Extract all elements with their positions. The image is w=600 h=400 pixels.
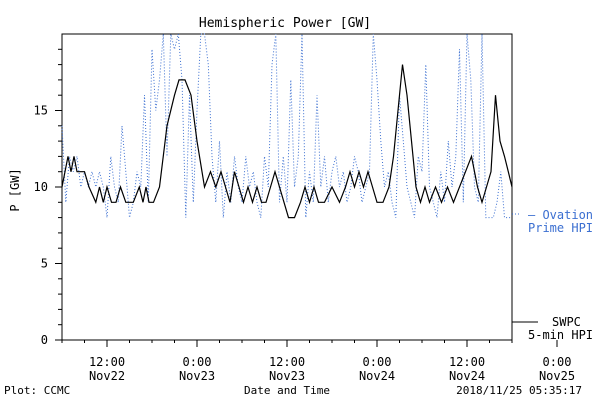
ovation-prime-hpi-line	[61, 33, 512, 219]
swpc-legend-line2: 5-min HPI	[528, 328, 593, 342]
y-axis-label: P [GW]	[8, 168, 22, 211]
y-tick-label: 15	[34, 104, 48, 118]
swpc-legend-line1: SWPC	[552, 315, 581, 329]
ovation-legend-line2: Prime HPI	[528, 221, 593, 235]
plot-credit: Plot: CCMC	[4, 384, 70, 397]
x-tick-label-date: Nov23	[269, 369, 305, 383]
plot-timestamp: 2018/11/25 05:35:17	[456, 384, 582, 397]
x-tick-label-time: 0:00	[543, 355, 572, 369]
y-tick-label: 5	[41, 257, 48, 271]
chart-title: Hemispheric Power [GW]	[199, 16, 371, 31]
x-tick-label-date: Nov22	[89, 369, 125, 383]
x-tick-label-date: Nov25	[539, 369, 575, 383]
x-tick-label-date: Nov24	[449, 369, 485, 383]
x-axis-label: Date and Time	[244, 384, 330, 397]
y-axis: 0 5 10 15	[34, 48, 62, 347]
x-tick-label-time: 0:00	[363, 355, 392, 369]
ovation-legend-line1: — Ovation	[528, 208, 593, 222]
x-tick-label-time: 12:00	[89, 355, 125, 369]
y-tick-label: 10	[34, 180, 48, 194]
x-axis: 12:00Nov220:00Nov2312:00Nov230:00Nov2412…	[61, 340, 575, 383]
series-layer	[61, 33, 513, 219]
x-tick-label-date: Nov23	[179, 369, 215, 383]
y-tick-label: 0	[41, 333, 48, 347]
x-tick-label-time: 12:00	[269, 355, 305, 369]
x-tick-label-time: 12:00	[449, 355, 485, 369]
swpc-hpi-line	[61, 64, 513, 219]
x-tick-label-time: 0:00	[183, 355, 212, 369]
x-tick-label-date: Nov24	[359, 369, 395, 383]
